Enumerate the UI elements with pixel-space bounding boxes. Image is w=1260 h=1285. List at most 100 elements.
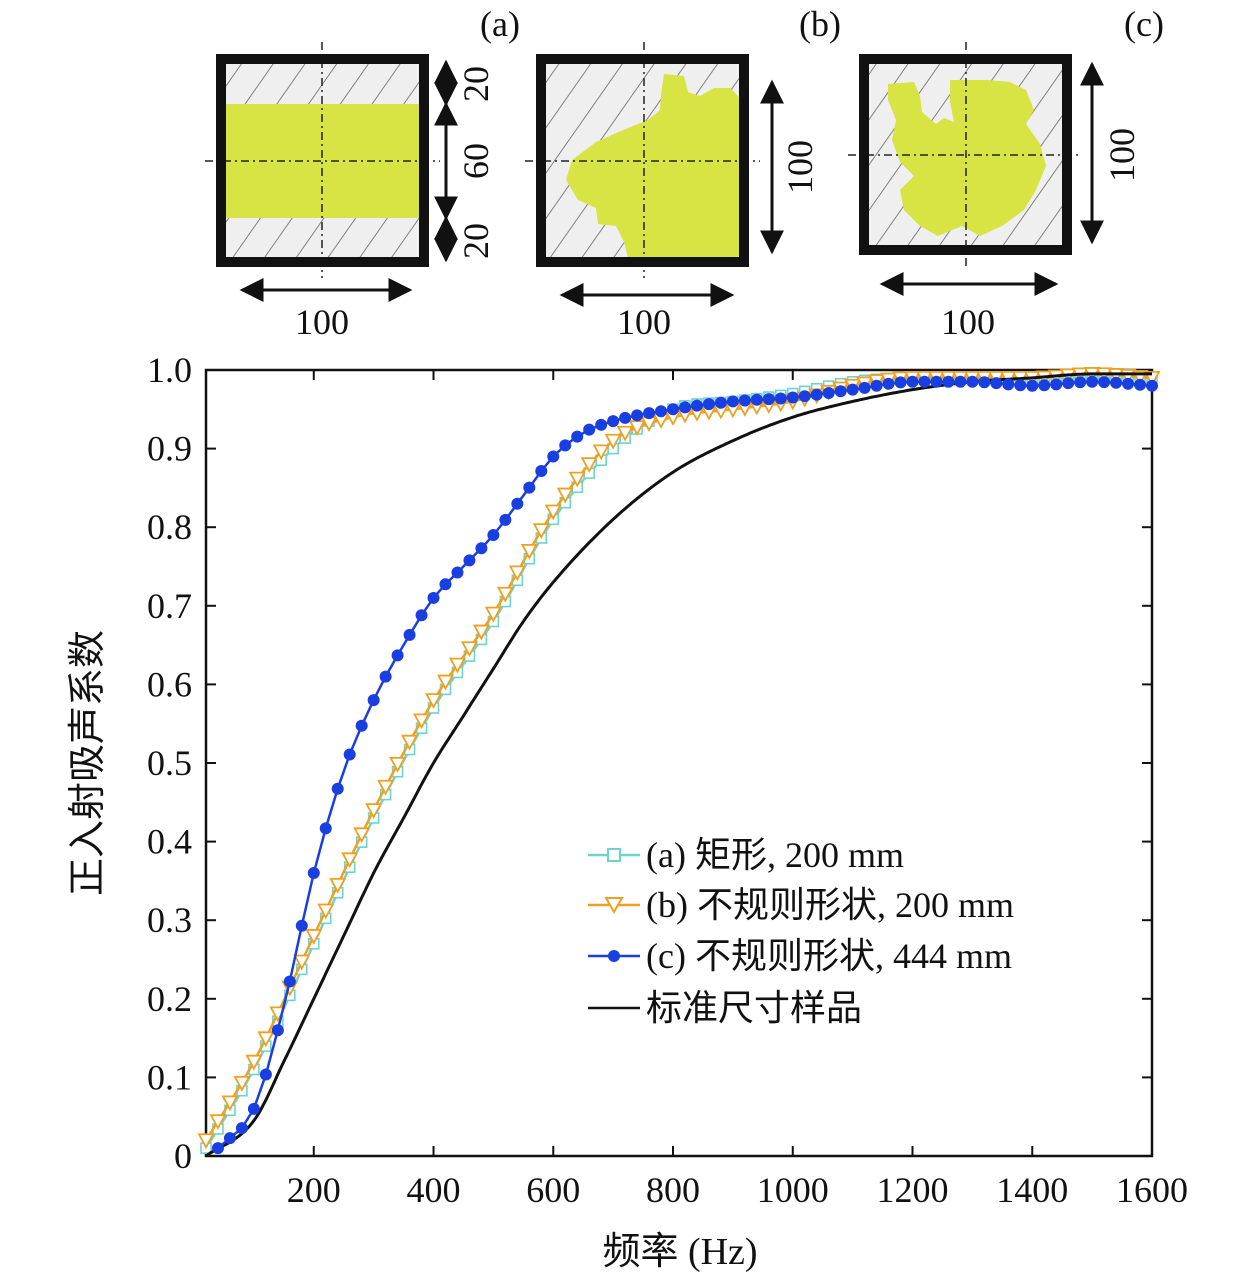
data-point — [413, 713, 431, 730]
data-point — [499, 513, 512, 526]
data-point — [1098, 376, 1111, 389]
data-point — [786, 391, 799, 404]
data-point — [401, 734, 419, 751]
legend-marker-c — [608, 950, 620, 962]
series-layer — [197, 367, 1161, 1158]
data-point — [235, 1122, 248, 1135]
data-point — [1110, 376, 1123, 389]
data-point — [607, 415, 620, 428]
data-point — [978, 376, 991, 389]
data-point — [1134, 378, 1147, 391]
data-point — [619, 411, 632, 424]
y-tick-label: 0.9 — [147, 429, 192, 469]
panel-b-label: (b) — [799, 4, 841, 44]
data-point — [604, 433, 622, 450]
data-point — [211, 1142, 224, 1155]
data-point — [377, 779, 395, 796]
data-point — [774, 392, 787, 405]
panel-b-dim-right: 100 — [780, 140, 820, 194]
data-point — [568, 471, 586, 488]
data-point — [810, 388, 823, 401]
y-tick-label: 0.5 — [147, 743, 192, 783]
data-point — [391, 649, 404, 662]
data-point — [930, 375, 943, 388]
data-point — [556, 487, 574, 504]
data-point — [223, 1132, 236, 1145]
data-point — [1026, 379, 1039, 392]
data-point — [1086, 375, 1099, 388]
data-point — [1107, 368, 1125, 384]
data-point — [966, 375, 979, 388]
panel-a-dim-right-2: 60 — [456, 143, 496, 179]
data-point — [583, 423, 596, 436]
data-point — [259, 1068, 272, 1081]
data-point — [834, 385, 847, 398]
data-point — [544, 504, 562, 521]
data-point — [631, 409, 644, 422]
chart: 200 400 600 800 1000 1200 1400 1600 0 0.1 0.2 0.3 0.… — [67, 350, 1188, 1273]
panel-b-fill — [566, 74, 740, 258]
data-point — [798, 390, 811, 403]
data-point — [331, 782, 344, 795]
data-point — [365, 803, 383, 820]
data-point — [221, 1095, 239, 1112]
data-point — [233, 1075, 251, 1092]
panel-a-label: (a) — [480, 4, 520, 44]
series-b — [197, 367, 1161, 1150]
panel-b-frame — [536, 54, 749, 267]
axis-ticks: 200 400 600 800 1000 1200 1400 1600 0 0.1 0.2 0.3 0.… — [147, 350, 1188, 1210]
data-point — [307, 867, 320, 880]
data-point — [520, 543, 538, 560]
data-point — [1074, 376, 1087, 389]
series-line — [205, 372, 1152, 1158]
data-point — [379, 670, 392, 683]
legend-label-a: (a) 矩形, 200 mm — [646, 835, 904, 875]
data-point — [341, 852, 359, 869]
data-point — [305, 929, 323, 945]
y-tick-label: 0.7 — [147, 586, 192, 626]
x-tick-label: 600 — [526, 1170, 580, 1210]
data-point — [1062, 377, 1075, 390]
series-line — [217, 380, 1153, 1150]
data-point — [726, 395, 739, 408]
data-point — [738, 394, 751, 407]
data-point — [894, 376, 907, 389]
data-point — [439, 578, 452, 591]
data-point — [293, 954, 311, 971]
data-point — [319, 822, 332, 835]
y-tick-label: 0.8 — [147, 507, 192, 547]
y-tick-label: 0.6 — [147, 664, 192, 704]
data-point — [475, 542, 488, 555]
data-point — [750, 393, 763, 406]
x-tick-label: 1600 — [1116, 1170, 1188, 1210]
data-point — [523, 481, 536, 494]
legend-marker-b — [604, 897, 624, 915]
data-point — [822, 386, 835, 399]
data-point — [283, 975, 296, 988]
data-point — [508, 565, 526, 582]
panel-a-dim-right-3: 20 — [456, 223, 496, 259]
data-point — [511, 497, 524, 510]
series-c — [211, 375, 1158, 1155]
data-point — [451, 566, 464, 579]
data-point — [655, 405, 668, 418]
data-point — [343, 748, 356, 761]
data-point — [547, 450, 560, 463]
data-point — [487, 529, 500, 542]
panel-c-dim-bottom: 100 — [941, 302, 995, 342]
data-point — [197, 1133, 215, 1150]
panel-c-fill — [888, 80, 1046, 236]
data-point — [942, 375, 955, 388]
data-point — [592, 444, 610, 461]
y-tick-label: 0 — [174, 1136, 192, 1176]
data-point — [846, 383, 859, 396]
legend-label-b: (b) 不规则形状, 200 mm — [646, 885, 1014, 925]
data-point — [616, 425, 634, 442]
data-point — [918, 375, 931, 388]
x-tick-label: 1000 — [757, 1170, 829, 1210]
legend: (a) 矩形, 200 mm (b) 不规则形状, 200 mm (c) 不规则… — [588, 835, 1014, 1028]
data-point — [425, 693, 443, 710]
panel-c-label: (c) — [1124, 4, 1164, 44]
data-point — [271, 1024, 284, 1037]
y-tick-label: 0.2 — [147, 979, 192, 1019]
